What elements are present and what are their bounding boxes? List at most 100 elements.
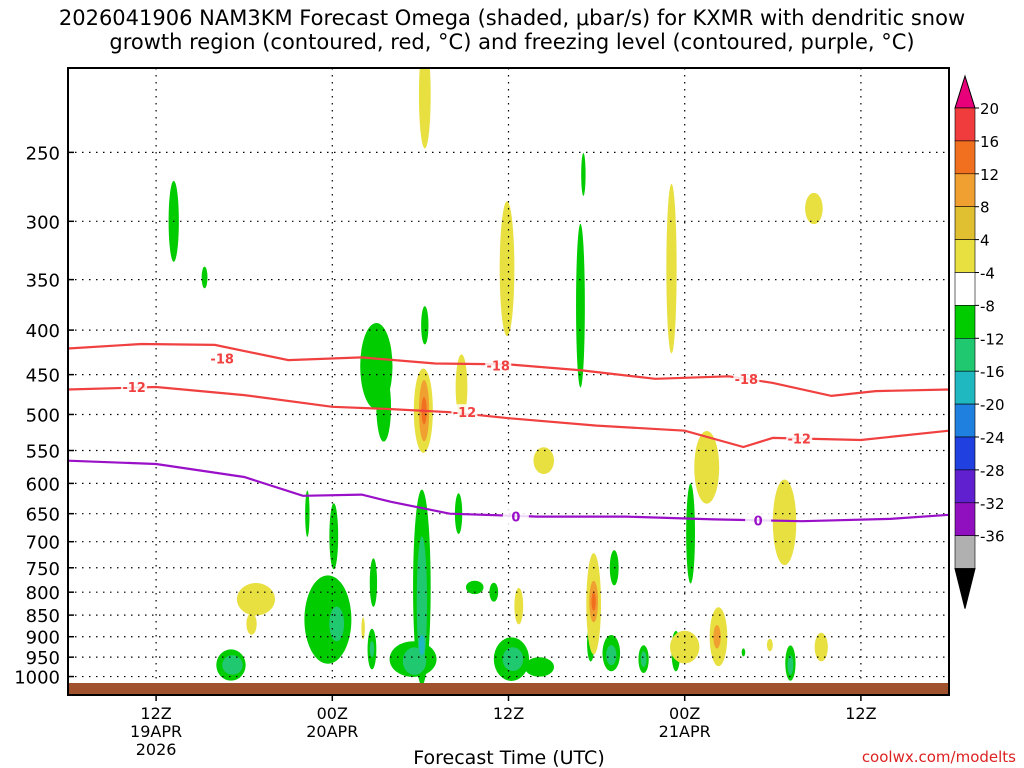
colorbar-top-arrow — [954, 74, 976, 109]
omega-region-positive-3 — [499, 201, 515, 337]
xtick-label-6-0: 12Z — [140, 704, 171, 723]
contour-label-3: -12 — [122, 381, 146, 396]
colorbar-seg-14 — [954, 535, 976, 569]
colorbar-seg-6 — [954, 272, 976, 306]
contour-label-bg-5 — [786, 430, 813, 447]
contour-label-7: 0 — [754, 515, 763, 530]
omega-region-positive-2 — [418, 68, 431, 149]
omega-region-negative-20 — [369, 558, 378, 607]
xtick-label-6-1: 19APR — [130, 722, 182, 741]
omega-region-negative-5 — [581, 152, 586, 196]
contour-label-bg-4 — [451, 404, 478, 421]
contour-label-6: 0 — [511, 511, 520, 526]
colorbar-seg-9 — [954, 370, 976, 405]
colorbar-label-7: -12 — [980, 330, 1005, 348]
colorbar-label-10: -24 — [980, 429, 1005, 447]
colorbar-label-0: 20 — [980, 100, 999, 118]
colorbar-label-1: 16 — [980, 133, 999, 151]
omega-core-8 — [418, 634, 425, 656]
colorbar-seg-4 — [954, 206, 976, 240]
colorbar-label-3: 8 — [980, 199, 990, 217]
colorbar-seg-8 — [954, 337, 976, 372]
colorbar-label-12: -32 — [980, 495, 1005, 513]
colorbar-label-2: 12 — [980, 166, 999, 184]
colorbar-seg-11 — [954, 436, 976, 471]
ytick-label-250: 250 — [26, 143, 60, 164]
colorbar-seg-3 — [954, 173, 976, 208]
omega-region-negative-23 — [304, 575, 352, 664]
xtick-label-18-0: 00Z — [317, 704, 348, 723]
omega-region-positive-15 — [772, 479, 797, 566]
omega-region-positive-14 — [694, 431, 720, 504]
contour-label-bg-2 — [733, 370, 760, 387]
xtick-label-42-1: 21APR — [659, 722, 711, 741]
colorbar-label-8: -16 — [980, 363, 1005, 381]
contours: -18 -18 -18 -12 -12 -12 0 0 — [68, 342, 949, 530]
omega-region-positive-13 — [533, 447, 555, 475]
contour-label-bg-0 — [209, 350, 236, 367]
colorbar-seg-13 — [954, 502, 976, 536]
omega-core-4 — [713, 624, 721, 649]
omega-region-positive-38 — [246, 613, 257, 635]
ytick-label-500: 500 — [26, 405, 60, 426]
colorbar-label-13: -36 — [980, 528, 1005, 546]
omega-region-positive-39 — [361, 617, 365, 639]
ytick-label-450: 450 — [26, 366, 60, 387]
contour-label-2: -18 — [735, 373, 759, 388]
omega-region-negative-1 — [201, 266, 208, 289]
omega-region-positive-40 — [514, 587, 524, 625]
colorbar-seg-12 — [954, 469, 976, 504]
xtick-label-54-0: 12Z — [845, 704, 876, 723]
ytick-label-650: 650 — [26, 505, 60, 526]
colorbar-label-5: -4 — [980, 265, 995, 283]
xtick-label-42-0: 00Z — [669, 704, 700, 723]
omega-core-7 — [416, 536, 428, 667]
colorbar-seg-1 — [954, 107, 976, 142]
contour-label-bg-7 — [745, 512, 772, 529]
colorbar-seg-7 — [954, 305, 976, 339]
contour-label-bg-3 — [121, 379, 148, 396]
xtick-label-30-0: 12Z — [493, 704, 524, 723]
contour-label-0: -18 — [210, 352, 234, 367]
contour-freezing_0C — [68, 459, 949, 523]
chart-title: 2026041906 NAM3KM Forecast Omega (shaded… — [58, 6, 966, 54]
omega-region-positive-37 — [236, 582, 276, 616]
omega-region-positive-42 — [670, 630, 700, 664]
omega-core-10 — [606, 645, 617, 666]
colorbar-seg-2 — [954, 140, 976, 175]
omega-region-positive-45 — [814, 632, 828, 662]
colorbar-label-4: 4 — [980, 232, 990, 250]
xtick-label-18-1: 20APR — [306, 722, 358, 741]
omega-region-positive-6 — [666, 183, 677, 354]
omega-region-negative-30 — [524, 657, 555, 677]
omega-region-negative-10 — [421, 306, 429, 345]
ytick-label-550: 550 — [26, 442, 60, 463]
omega-region-negative-35 — [741, 648, 746, 657]
omega-core-11 — [640, 651, 647, 668]
omega-region-negative-4 — [576, 223, 585, 388]
omega-core-12 — [787, 655, 794, 675]
omega-core-13 — [329, 606, 345, 642]
omega-region-negative-17 — [329, 503, 339, 570]
ytick-label-850: 850 — [26, 606, 60, 627]
contour-label-bg-1 — [485, 357, 512, 374]
ytick-label-950: 950 — [26, 648, 60, 669]
ytick-label-350: 350 — [26, 271, 60, 292]
colorbar-label-9: -20 — [980, 396, 1005, 414]
omega-region-negative-25 — [489, 582, 499, 602]
omega-core-9 — [502, 647, 524, 672]
contour-label-4: -12 — [453, 406, 477, 421]
omega-region-negative-21 — [686, 483, 695, 584]
omega-core-5 — [222, 655, 243, 675]
ground-surface — [68, 683, 949, 695]
omega-core-3 — [591, 592, 596, 611]
ytick-label-300: 300 — [26, 212, 60, 233]
colorbar-label-6: -8 — [980, 297, 995, 315]
contour-minus18 — [68, 342, 949, 398]
contour-label-bg-6 — [502, 508, 529, 525]
omega-region-positive-12 — [455, 354, 468, 420]
watermark: coolwx.com/modelts — [861, 748, 1016, 766]
omega-core-14 — [369, 640, 375, 658]
omega-region-positive-44 — [766, 638, 773, 652]
